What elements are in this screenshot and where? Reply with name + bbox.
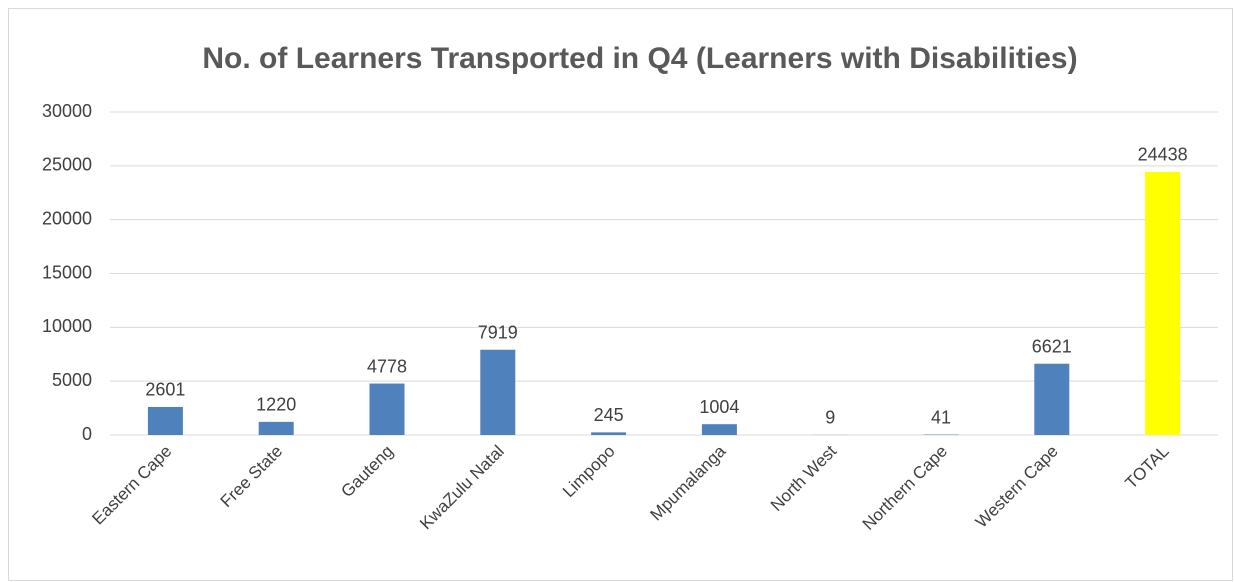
bar	[1145, 171, 1181, 435]
bar	[591, 432, 627, 435]
y-tick-label: 0	[82, 424, 92, 444]
data-label: 6621	[1032, 336, 1072, 356]
bar	[480, 349, 516, 435]
data-label: 245	[594, 405, 624, 425]
bar	[147, 406, 183, 435]
chart-border	[8, 8, 1233, 581]
y-tick-label: 20000	[42, 208, 92, 228]
data-label: 24438	[1138, 145, 1188, 165]
data-label: 2601	[145, 380, 185, 400]
data-label: 9	[825, 408, 835, 428]
bar	[1034, 363, 1070, 435]
data-label: 1004	[699, 397, 739, 417]
data-label: 1220	[256, 395, 296, 415]
y-tick-label: 10000	[42, 316, 92, 336]
chart-title: No. of Learners Transported in Q4 (Learn…	[202, 42, 1077, 75]
y-tick-label: 30000	[42, 101, 92, 121]
bar	[258, 421, 294, 435]
y-tick-label: 15000	[42, 262, 92, 282]
bar	[369, 383, 405, 435]
data-label: 41	[931, 407, 951, 427]
bar	[701, 424, 737, 435]
y-tick-label: 25000	[42, 155, 92, 175]
data-label: 7919	[478, 322, 518, 342]
y-tick-label: 5000	[52, 370, 92, 390]
data-label: 4778	[367, 356, 407, 376]
